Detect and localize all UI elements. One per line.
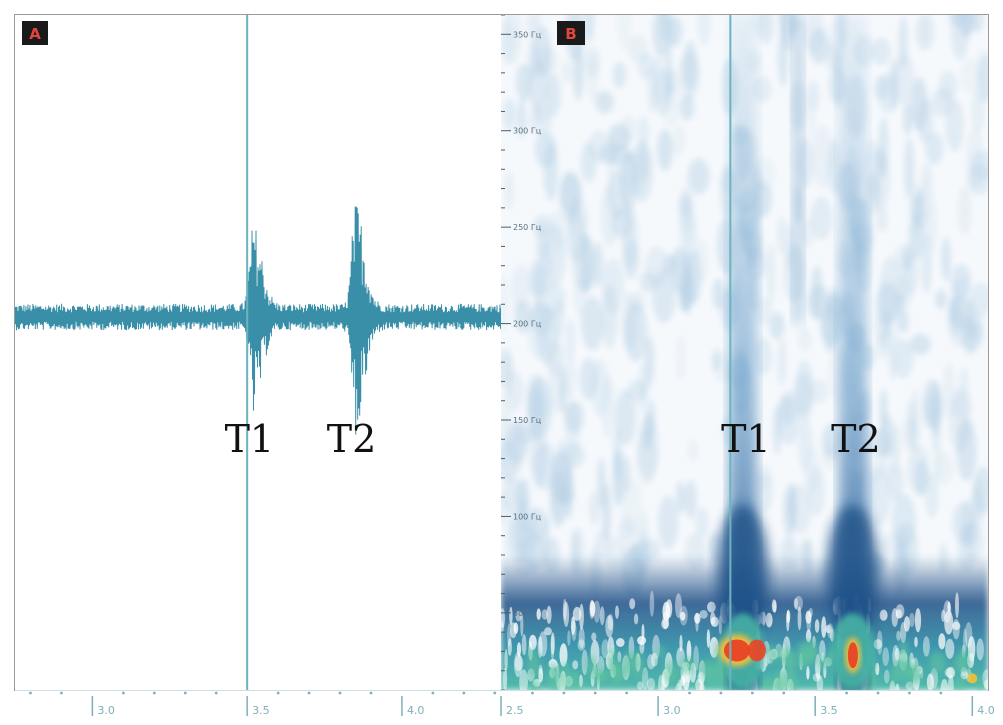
panel-a-waveform: T1 T2 <box>15 15 501 690</box>
time-minor-tick <box>908 691 911 695</box>
panel-a-event-labels: T1 T2 <box>225 417 377 461</box>
time-minor-tick <box>276 691 280 695</box>
time-tick-label: 3.5 <box>820 704 838 717</box>
freq-tick-label: 50 Гц <box>513 609 537 618</box>
time-minor-tick <box>431 691 435 695</box>
panel-b-spectrogram: 350 Гц 300 Гц 250 Гц 200 Гц 150 Гц 100 Гц 50 Г… <box>501 15 988 690</box>
time-minor-tick <box>462 691 466 695</box>
panel-b-badge-box <box>557 21 585 45</box>
waveform-series <box>15 206 501 435</box>
panel-b-badge: B <box>557 21 585 45</box>
event-label-t2: T2 <box>831 417 881 461</box>
time-minor-tick <box>152 691 156 695</box>
time-minor-tick <box>338 691 342 695</box>
time-minor-tick <box>782 691 786 695</box>
time-minor-tick <box>29 691 32 695</box>
time-minor-tick <box>214 691 218 695</box>
time-minor-tick <box>369 691 373 695</box>
time-tick-label: 4.0 <box>977 704 995 717</box>
time-axis: 3.0 3.5 4.0 2.5 3.0 3.5 4.0 <box>15 690 995 717</box>
time-minor-tick <box>183 691 187 695</box>
panel-b-frequency-axis: 350 Гц 300 Гц 250 Гц 200 Гц 150 Гц 100 Гц 50 Г… <box>501 15 542 690</box>
time-minor-tick <box>493 691 497 695</box>
spectrogram-edge-spot <box>967 673 978 684</box>
event-label-t1: T1 <box>225 417 275 461</box>
time-tick-label: 4.0 <box>407 704 425 717</box>
spectrogram-faint-streak <box>791 15 804 324</box>
time-minor-tick <box>719 691 723 695</box>
time-tick-label: 3.5 <box>252 704 269 717</box>
time-minor-tick <box>939 691 943 695</box>
time-minor-tick <box>876 691 880 695</box>
time-minor-tick <box>121 691 125 695</box>
panel-b-event-labels: T1 T2 <box>721 417 880 461</box>
time-minor-tick <box>60 691 63 695</box>
freq-tick-label: 300 Гц <box>513 127 542 136</box>
spectrogram-event-t2 <box>826 15 879 690</box>
spectrogram-event-t1 <box>716 15 769 690</box>
panel-a-badge: A <box>22 21 48 45</box>
freq-tick-label: 200 Гц <box>513 320 542 329</box>
spectrogram-heatmap <box>501 15 988 690</box>
panel-b-letter: B <box>565 25 576 43</box>
event-label-t2: T2 <box>327 417 377 461</box>
time-minor-tick <box>688 691 691 695</box>
event-label-t1: T1 <box>721 417 771 461</box>
time-minor-tick <box>562 691 566 695</box>
time-minor-tick <box>845 691 849 695</box>
time-tick-label: 3.0 <box>97 704 115 717</box>
time-minor-tick <box>750 691 754 695</box>
time-minor-tick <box>307 691 311 695</box>
time-minor-tick <box>625 691 629 695</box>
time-tick-label: 2.5 <box>506 704 524 717</box>
time-tick-label: 3.0 <box>663 704 681 717</box>
freq-tick-label: 350 Гц <box>513 30 542 39</box>
freq-tick-label: 100 Гц <box>513 512 542 521</box>
freq-tick-label: 150 Гц <box>513 416 542 425</box>
panel-a-badge-box <box>22 21 48 45</box>
time-minor-tick <box>531 691 534 695</box>
panel-a-letter: A <box>29 25 41 43</box>
time-minor-tick <box>593 691 597 695</box>
freq-tick-label: 250 Гц <box>513 223 542 232</box>
